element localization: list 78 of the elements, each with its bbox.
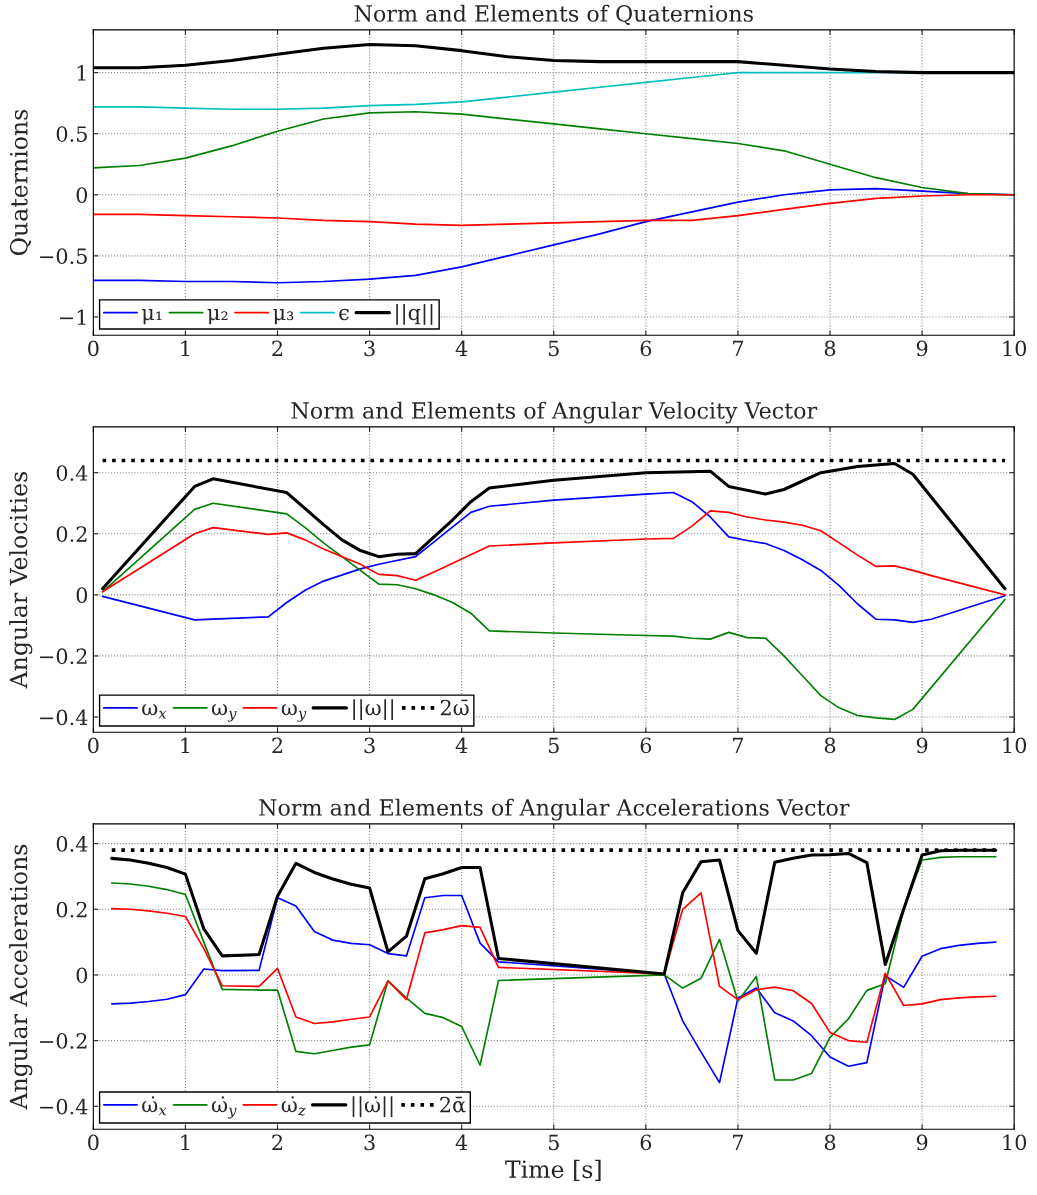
legend-label: ||ω|| (353, 699, 393, 721)
y-tick-label: −0.4 (40, 709, 88, 726)
x-tick-label: 6 (640, 737, 652, 754)
line-series (93, 193, 1015, 227)
y-axis-title: Angular Velocities (9, 472, 33, 689)
x-tick-label: 9 (916, 737, 928, 754)
x-tick-label: 3 (364, 1134, 375, 1151)
legend-label: ||ω̇|| (352, 1096, 393, 1118)
x-tick-label: 10 (1003, 1134, 1027, 1151)
chart-title: Norm and Elements of Angular Accelerations Vector (259, 798, 850, 821)
line-series (110, 855, 997, 1081)
legend-label: ω$_{y}$ (211, 704, 237, 722)
y-tick-label: 0.2 (56, 526, 87, 542)
x-tick-label: 1 (181, 340, 190, 356)
x-tick-label: 6 (640, 1134, 652, 1151)
line-series (110, 892, 997, 1044)
x-tick-label: 10 (1003, 737, 1027, 754)
legend-label: μ₂ (207, 309, 228, 325)
legend-label: ω$_{x}$ (142, 704, 167, 719)
legend-label: μ₁ (141, 309, 162, 325)
chart-title: Norm and Elements of Quaternions (354, 4, 753, 26)
y-tick-label: 0 (76, 187, 88, 203)
y-tick-label: 0.5 (56, 126, 87, 142)
x-tick-label: 7 (733, 1134, 744, 1150)
y-tick-label: −0.4 (40, 1098, 88, 1115)
y-tick-label: 0 (76, 967, 88, 984)
legend-label: ω̇$_{y}$ (211, 1096, 237, 1119)
legend-label: 2ᾱ (440, 1096, 466, 1113)
x-tick-label: 7 (733, 340, 744, 356)
x-tick-label: 5 (548, 737, 559, 754)
x-tick-label: 1 (181, 737, 190, 753)
x-tick-label: 0 (88, 1134, 99, 1151)
y-tick-label: −0.2 (40, 648, 87, 665)
legend-label: μ₃ (273, 309, 294, 325)
x-tick-label: 3 (364, 737, 375, 754)
y-tick-label: 1 (77, 65, 86, 81)
legend-label: ω$_{y}$ (281, 704, 307, 722)
x-tick-label: 9 (916, 1134, 928, 1151)
line-series (101, 502, 1006, 721)
x-tick-label: 8 (824, 340, 836, 357)
x-tick-label: 5 (548, 340, 559, 357)
x-tick-label: 8 (824, 1134, 836, 1151)
x-tick-label: 4 (455, 737, 468, 753)
y-tick-label: 0.4 (56, 465, 88, 481)
line-series (101, 462, 1007, 591)
x-axis-title: Time [s] (505, 1159, 601, 1181)
x-tick-label: 2 (272, 1134, 283, 1150)
line-series (110, 894, 997, 1084)
legend-label: ω̇$_{z}$ (281, 1096, 306, 1116)
x-tick-label: 2 (272, 340, 283, 356)
x-tick-label: 7 (733, 737, 744, 753)
y-tick-label: 0 (76, 587, 88, 604)
x-tick-label: 0 (88, 340, 99, 357)
x-tick-label: 0 (88, 737, 99, 754)
x-tick-label: 1 (181, 1134, 190, 1150)
y-tick-label: 0.4 (56, 836, 88, 852)
chart-title: Norm and Elements of Angular Velocity Vector (291, 401, 818, 424)
x-tick-label: 4 (455, 340, 468, 356)
y-tick-label: −0.5 (40, 248, 87, 265)
x-tick-label: 6 (640, 340, 652, 357)
x-tick-label: 5 (548, 1134, 559, 1151)
y-axis-title: Angular Accelerations (9, 844, 33, 1110)
legend-label: ||q|| (396, 304, 433, 325)
line-series (101, 510, 1006, 596)
x-tick-label: 10 (1003, 340, 1027, 357)
x-tick-label: 8 (824, 737, 836, 754)
line-series (101, 491, 1006, 624)
y-axis-title: Quaternions (9, 109, 32, 256)
x-tick-label: 9 (916, 340, 928, 357)
x-tick-label: 4 (455, 1134, 468, 1150)
y-tick-label: −1 (59, 309, 86, 325)
y-tick-label: −0.2 (40, 1033, 87, 1049)
legend-label: ω̇$_{x}$ (142, 1096, 167, 1116)
x-tick-label: 2 (272, 737, 283, 753)
y-tick-label: 0.2 (56, 901, 87, 918)
legend-label: ϵ (339, 308, 349, 321)
legend-label: 2ω̄ (440, 699, 469, 716)
x-tick-label: 3 (364, 340, 375, 357)
